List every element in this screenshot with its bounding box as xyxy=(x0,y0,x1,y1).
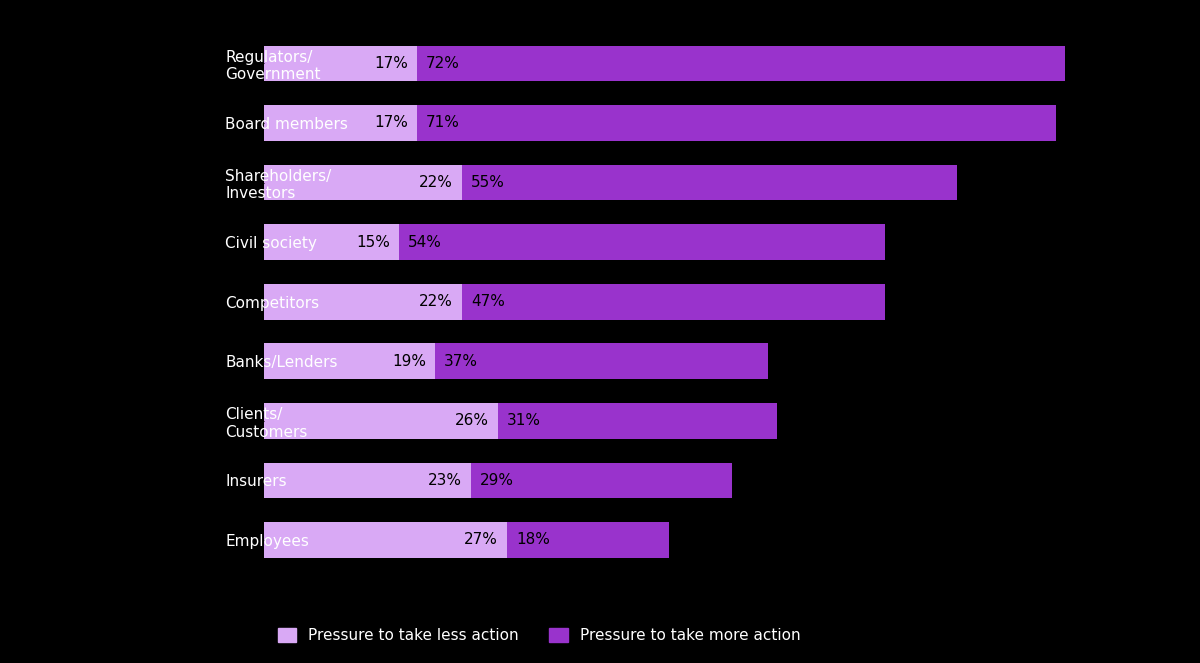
Bar xyxy=(264,463,470,499)
Bar xyxy=(398,224,886,260)
Bar xyxy=(498,403,778,439)
Bar xyxy=(264,522,508,558)
Text: 26%: 26% xyxy=(455,413,490,428)
Bar xyxy=(436,343,768,379)
Bar xyxy=(264,164,462,200)
Text: 19%: 19% xyxy=(392,354,426,369)
Bar xyxy=(264,105,418,141)
Bar xyxy=(508,522,670,558)
Text: 47%: 47% xyxy=(470,294,505,309)
Bar xyxy=(470,463,732,499)
Text: 22%: 22% xyxy=(419,175,454,190)
Bar xyxy=(264,403,498,439)
Text: 15%: 15% xyxy=(356,235,390,249)
Text: 31%: 31% xyxy=(508,413,541,428)
Text: 72%: 72% xyxy=(426,56,460,71)
Text: 23%: 23% xyxy=(428,473,462,488)
Text: 17%: 17% xyxy=(374,115,408,131)
Bar xyxy=(418,105,1056,141)
Legend: Pressure to take less action, Pressure to take more action: Pressure to take less action, Pressure t… xyxy=(271,622,806,649)
Text: 55%: 55% xyxy=(470,175,505,190)
Text: 22%: 22% xyxy=(419,294,454,309)
Text: 27%: 27% xyxy=(464,532,498,548)
Text: 29%: 29% xyxy=(480,473,514,488)
Text: 71%: 71% xyxy=(426,115,460,131)
Bar xyxy=(264,284,462,320)
Text: 17%: 17% xyxy=(374,56,408,71)
Bar xyxy=(418,46,1066,82)
Text: 18%: 18% xyxy=(516,532,550,548)
Bar xyxy=(264,343,436,379)
Bar xyxy=(462,164,958,200)
Bar xyxy=(462,284,886,320)
Bar xyxy=(264,224,398,260)
Text: 37%: 37% xyxy=(444,354,478,369)
Text: 54%: 54% xyxy=(408,235,442,249)
Bar xyxy=(264,46,418,82)
